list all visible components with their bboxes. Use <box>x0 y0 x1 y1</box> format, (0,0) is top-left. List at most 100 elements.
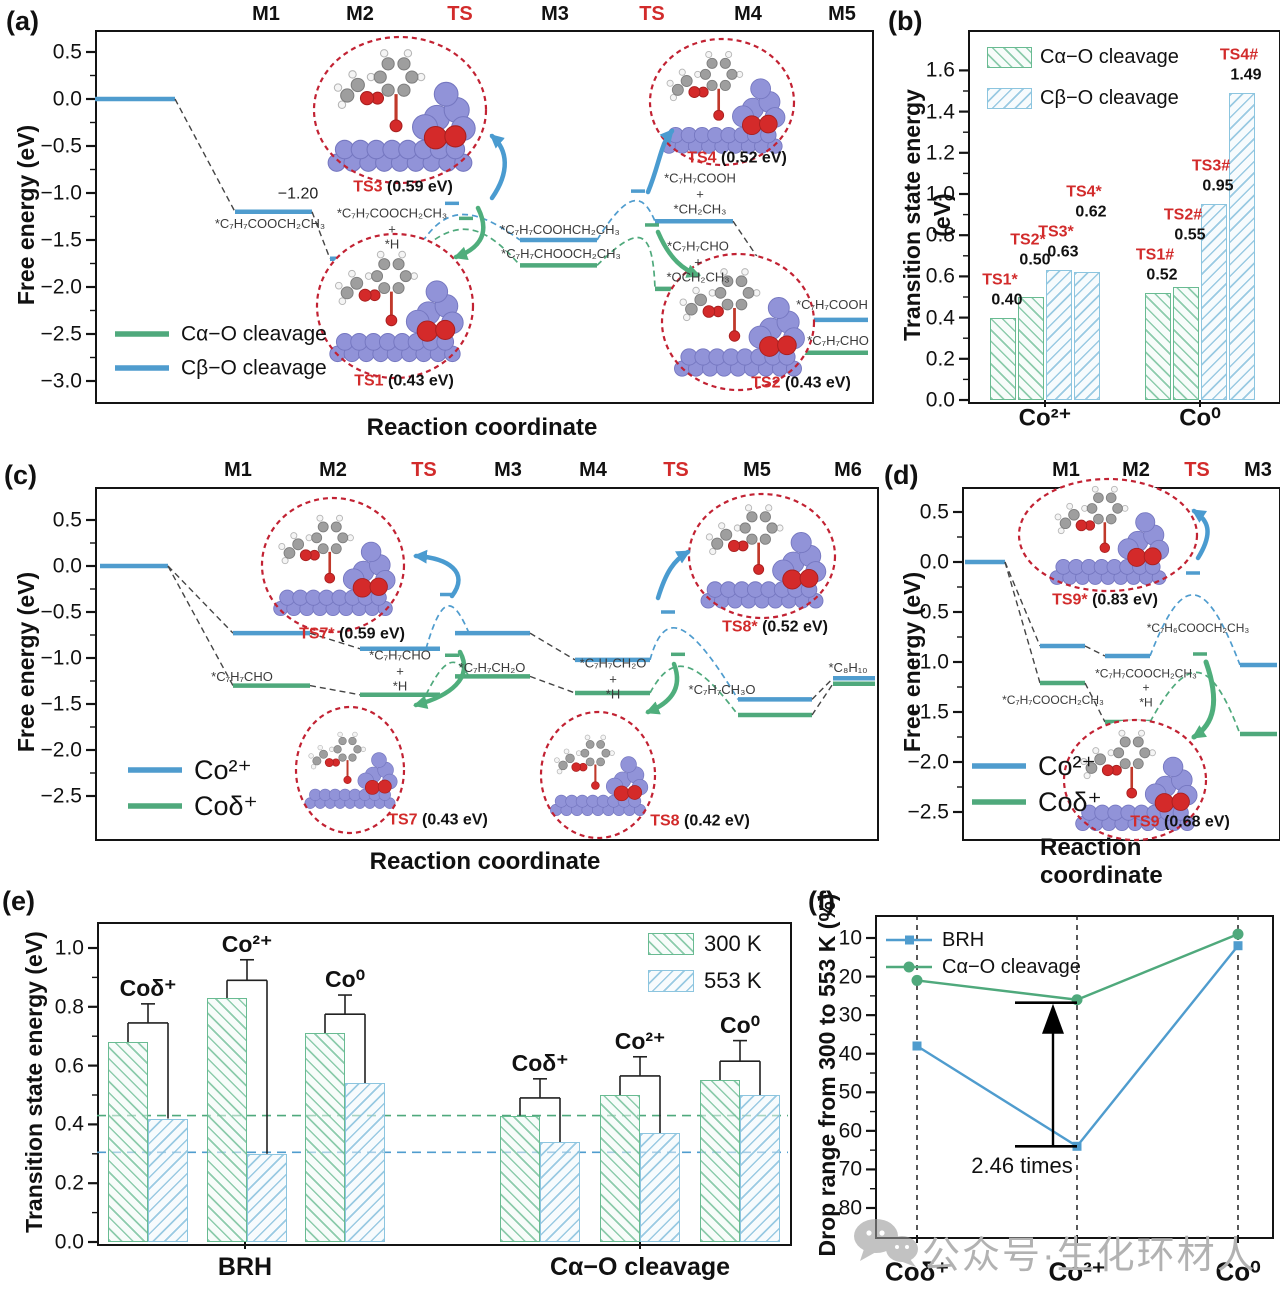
y-tick-label: 1.0 <box>925 182 955 206</box>
y-tick-label: 80 <box>838 1196 862 1220</box>
bar-300k-Co²⁺ <box>207 997 247 1242</box>
molecule-inset-ts7star <box>260 496 406 634</box>
annotation-2-46-times: 2.46 times <box>971 1152 1073 1178</box>
bar-553k-Co²⁺ <box>640 1133 680 1242</box>
molecule-inset-ts8star <box>687 492 837 620</box>
arrow-to-ts1 <box>453 205 486 260</box>
arrow-to-ts2 <box>655 229 701 278</box>
molecule-inset-ts3 <box>312 35 488 185</box>
legend-label: Coδ⁺ <box>1038 786 1102 817</box>
panel-c-tag: (c) <box>4 460 37 490</box>
y-tick-label: −1.5 <box>907 700 949 724</box>
arrow-to-ts8star <box>655 549 691 601</box>
panel-d-x-axis-title: Reaction coordinate <box>1040 834 1163 889</box>
top-label-m2: M2 <box>346 3 374 25</box>
top-label-ts: TS <box>663 459 689 481</box>
bar-553k-Co⁰ <box>345 1083 385 1242</box>
bar-ts3 <box>1201 204 1227 400</box>
bar-name-label: TS3* <box>1038 223 1074 241</box>
note: TS8 (0.42 eV) <box>650 812 750 830</box>
note: *C₇H₇CHO <box>211 669 273 685</box>
y-tick-label: −1.0 <box>907 650 949 674</box>
note: −1.20 <box>277 185 319 203</box>
top-label-ts: TS <box>447 3 473 25</box>
bar-value-label: 0.63 <box>1047 243 1079 261</box>
category-label: Coδ⁺ <box>884 1256 950 1287</box>
panel-f-y-axis-title: Drop range from 300 to 553 K (%) <box>814 893 840 1257</box>
top-label-m2: M2 <box>1122 459 1150 481</box>
pair-label: Co⁰ <box>325 966 365 993</box>
y-tick-label: −2.5 <box>40 322 82 346</box>
arrow-to-ts9 <box>1191 659 1217 740</box>
wechat-icon <box>854 1219 918 1267</box>
legend-label: 300 K <box>704 930 762 956</box>
arrow-to-ts9star <box>1191 508 1210 561</box>
pair-label: Co⁰ <box>720 1011 760 1038</box>
bar-name-label: TS2# <box>1163 206 1203 224</box>
note: *C₇H₇CHO + *H <box>369 647 431 694</box>
note: *C₇H₆COOCH₂CH₃ <box>1146 620 1250 635</box>
top-label-m5: M5 <box>828 3 856 25</box>
pair-label: Co²⁺ <box>221 930 273 957</box>
bar-ts2 <box>1173 286 1199 400</box>
y-tick-label: 0.4 <box>925 306 955 329</box>
y-tick-label: −3.0 <box>40 369 82 393</box>
y-tick-label: −1.5 <box>40 692 82 716</box>
legend-label: Cα−O cleavage <box>942 956 1081 978</box>
note: *C₇H₇CHO <box>807 333 869 349</box>
bar-553k-Co⁰ <box>740 1095 780 1242</box>
y-tick-label: −2.5 <box>40 784 82 808</box>
y-tick-label: 0.0 <box>925 388 955 412</box>
bar-300k-Coδ⁺ <box>500 1115 540 1242</box>
panel-f-tag: (f) <box>808 886 835 916</box>
legend-swatch <box>987 47 1032 68</box>
legend-label: Co²⁺ <box>194 754 252 785</box>
category-label: Co²⁺ <box>1018 404 1072 432</box>
top-label-m1: M1 <box>1052 459 1080 481</box>
y-tick-label: 20 <box>838 964 862 988</box>
y-tick-label: 1.2 <box>925 141 955 165</box>
category-label: Co⁰ <box>1215 1256 1261 1287</box>
bar-300k-Co²⁺ <box>600 1095 640 1242</box>
category-label: Co⁰ <box>1179 404 1221 432</box>
watermark-text: 公众号·生化环材人 <box>922 1235 1257 1277</box>
legend-label: Cα−O cleavage <box>181 322 327 346</box>
bar-ts4 <box>1074 272 1100 400</box>
legend-label: Cβ−O cleavage <box>1040 87 1179 109</box>
bar-name-label: TS1# <box>1135 246 1175 264</box>
bar-value-label: 0.55 <box>1174 226 1206 244</box>
category-label: Co²⁺ <box>1048 1256 1106 1287</box>
panel-d-tag: (d) <box>884 460 919 490</box>
legend-label: Cα−O cleavage <box>1040 46 1179 68</box>
legend-label: Cβ−O cleavage <box>181 356 327 380</box>
bar-300k-Coδ⁺ <box>108 1042 148 1242</box>
top-label-m3: M3 <box>494 459 522 481</box>
top-label-m2: M2 <box>319 459 347 481</box>
panel-c-x-axis-title: Reaction coordinate <box>369 848 601 875</box>
bar-300k-Co⁰ <box>700 1080 740 1242</box>
note: TS4 (0.52 eV) <box>687 149 787 167</box>
y-tick-label: 40 <box>838 1042 862 1066</box>
group-label: Cα−O cleavage <box>549 1253 731 1281</box>
y-tick-label: 0.4 <box>54 1112 84 1136</box>
y-tick-label: −1.0 <box>40 181 82 205</box>
arrow-to-ts7star <box>413 549 461 599</box>
bar-value-label: 0.50 <box>1019 251 1051 268</box>
molecule-inset-ts9star <box>1017 477 1199 593</box>
y-tick-label: 0.0 <box>52 554 82 578</box>
bar-value-label: 0.62 <box>1075 203 1107 221</box>
bar-value-label: 0.95 <box>1202 177 1234 195</box>
note: TS9 (0.68 eV) <box>1130 813 1230 831</box>
arrow-to-ts3 <box>489 133 507 201</box>
legend-swatch <box>648 933 694 955</box>
panel-b-tag: (b) <box>888 6 923 36</box>
note: TS9* (0.83 eV) <box>1052 591 1158 609</box>
top-label-m3: M3 <box>1244 459 1272 481</box>
y-tick-label: −2.5 <box>907 800 949 824</box>
y-tick-label: 1.0 <box>54 936 84 960</box>
molecule-inset-ts1 <box>315 232 475 380</box>
y-tick-label: 30 <box>838 1003 862 1027</box>
y-tick-label: 0.0 <box>919 550 949 574</box>
